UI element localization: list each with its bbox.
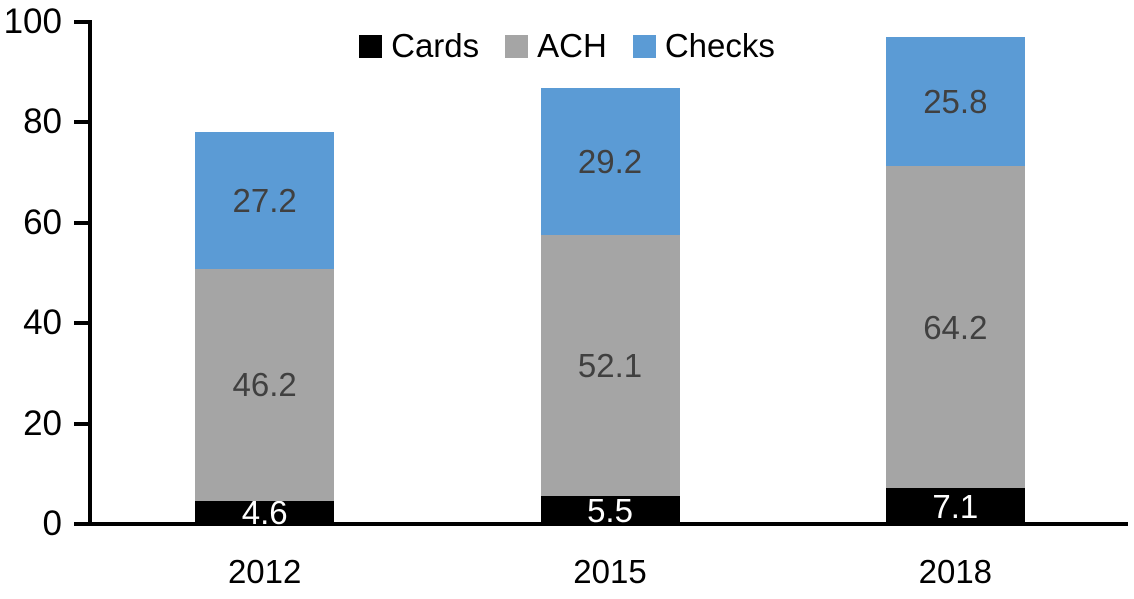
bar-segment-cards: 4.6 [195,496,335,529]
bar-2012: 4.6 46.2 27.2 [195,132,335,529]
data-label: 25.8 [923,82,988,120]
legend-item-cards: Cards [359,27,479,65]
legend-label: Checks [664,27,775,64]
x-axis-label: 2012 [227,553,302,590]
legend-item-ach: ACH [505,27,607,65]
bar-segment-ach: 64.2 [885,166,1025,489]
data-label: 27.2 [232,182,297,220]
legend-swatch-icon [505,34,529,58]
y-axis-tick [74,522,90,526]
bar-2018: 7.1 64.2 25.8 [885,36,1025,525]
legend-item-checks: Checks [632,27,775,65]
legend-swatch-icon [632,34,656,58]
y-axis-tick-label: 100 [3,2,62,41]
y-axis-tick [74,120,90,125]
bar-segment-ach: 52.1 [540,234,680,497]
data-label: 29.2 [577,143,643,181]
bar-segment-checks: 29.2 [540,88,680,235]
y-axis-tick-label: 40 [23,303,62,343]
bar-segment-cards: 5.5 [540,491,680,529]
x-axis-label: 2018 [918,553,993,590]
legend-swatch-icon [359,34,383,58]
y-axis-tick [74,321,90,326]
data-label: 46.2 [232,366,297,404]
data-label: 4.6 [241,493,288,531]
bar-segment-checks: 25.8 [885,36,1025,167]
y-axis-line [88,20,92,526]
y-axis-tick-label: 20 [23,403,62,443]
y-axis-tick-label: 0 [42,504,62,543]
chart-legend: Cards ACH Checks [0,27,1134,65]
x-axis-line [88,522,1128,526]
bar-segment-cards: 7.1 [885,487,1025,525]
y-axis-tick [74,220,90,225]
bar-segment-ach: 46.2 [195,269,335,501]
data-label: 7.1 [932,487,979,525]
legend-label: Cards [391,27,480,64]
bar-segment-checks: 27.2 [195,132,335,269]
bar-2015: 5.5 52.1 29.2 [540,88,680,529]
y-axis-tick [74,421,90,426]
legend-label: ACH [537,27,607,64]
data-label: 5.5 [587,491,633,529]
y-axis-tick [74,20,90,24]
x-axis-label: 2015 [573,553,647,590]
data-label: 52.1 [577,347,643,385]
data-label: 64.2 [923,308,988,346]
y-axis-tick-label: 80 [23,102,62,142]
y-axis-tick-label: 60 [23,202,62,242]
